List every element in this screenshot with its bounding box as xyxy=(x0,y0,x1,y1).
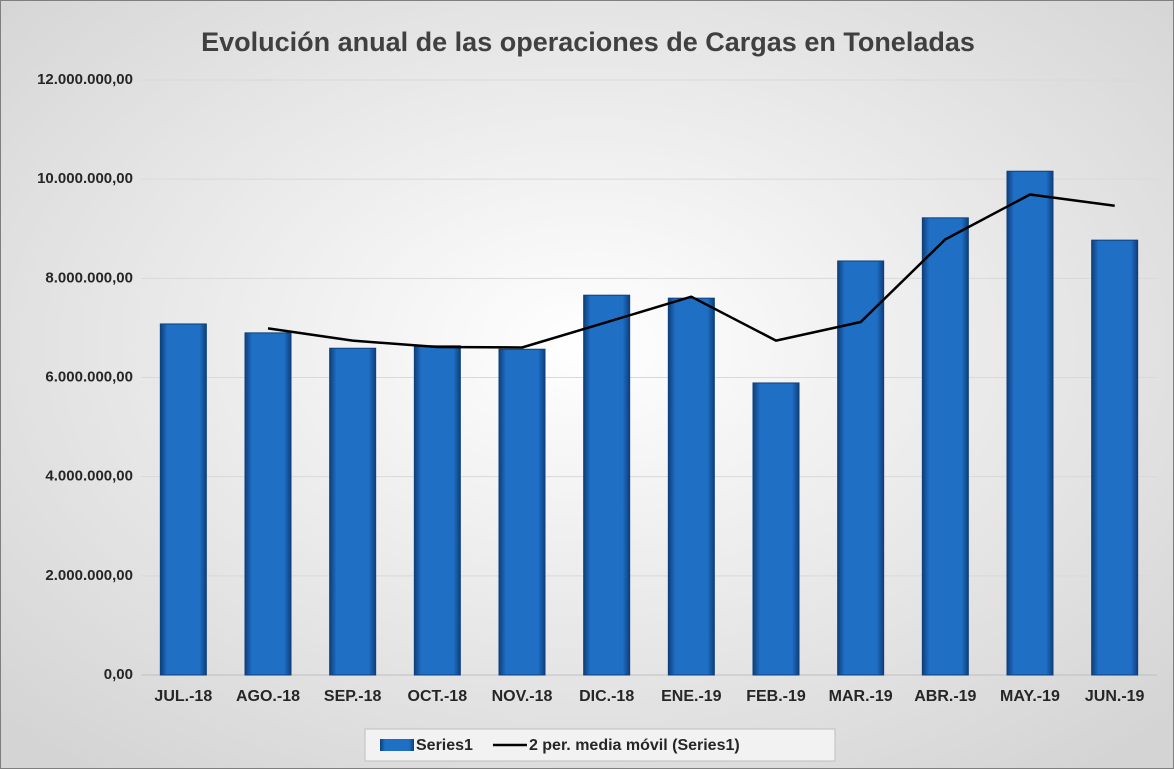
x-tick-label: NOV.-18 xyxy=(492,688,553,705)
legend-label: 2 per. media móvil (Series1) xyxy=(529,737,740,754)
bar xyxy=(1091,239,1139,676)
y-tick-label: 4.000.000,00 xyxy=(45,468,133,485)
x-tick-label: FEB.-19 xyxy=(746,688,806,705)
y-tick-label: 0,00 xyxy=(104,666,133,683)
legend-item: 2 per. media móvil (Series1) xyxy=(492,737,740,754)
x-tick-label: ABR.-19 xyxy=(914,688,976,705)
bar xyxy=(159,323,207,676)
x-tick-label: DIC.-18 xyxy=(579,688,634,705)
x-tick-label: AGO.-18 xyxy=(236,688,300,705)
legend-label: Series1 xyxy=(416,737,473,754)
bar xyxy=(583,294,631,676)
bar xyxy=(413,345,461,676)
bar xyxy=(329,347,377,676)
x-tick-label: JUL.-18 xyxy=(154,688,212,705)
y-tick-label: 2.000.000,00 xyxy=(45,567,133,584)
legend-item: Series1 xyxy=(380,737,473,754)
x-tick-label: JUN.-19 xyxy=(1085,688,1145,705)
y-tick-label: 8.000.000,00 xyxy=(45,269,133,286)
x-tick-label: ENE.-19 xyxy=(661,688,722,705)
bar xyxy=(244,332,292,676)
bar xyxy=(837,260,885,676)
y-tick-label: 10.000.000,00 xyxy=(37,170,133,187)
x-tick-label: MAY.-19 xyxy=(1000,688,1060,705)
y-tick-label: 12.000.000,00 xyxy=(37,71,133,88)
chart-title: Evolución anual de las operaciones de Ca… xyxy=(201,27,975,57)
bar xyxy=(752,382,800,676)
legend: Series1 2 per. media móvil (Series1) xyxy=(364,728,836,762)
bar xyxy=(498,348,546,676)
legend-swatch xyxy=(380,739,414,751)
x-tick-label: SEP.-18 xyxy=(324,688,382,705)
x-tick-label: OCT.-18 xyxy=(408,688,468,705)
legend-box xyxy=(364,728,836,762)
bar xyxy=(1006,170,1054,676)
bar xyxy=(921,217,969,676)
bar xyxy=(667,297,715,676)
moving-average-line xyxy=(267,193,1115,349)
x-tick-label: MAR.-19 xyxy=(829,688,893,705)
y-tick-label: 6.000.000,00 xyxy=(45,368,133,385)
